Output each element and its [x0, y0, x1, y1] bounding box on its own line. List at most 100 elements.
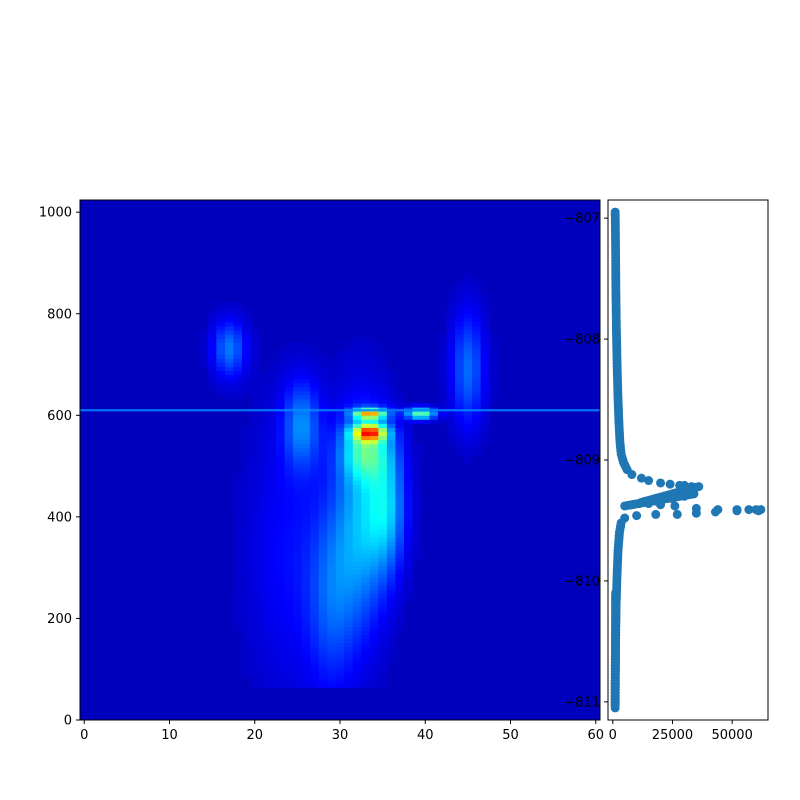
heatmap-cell: [446, 309, 456, 315]
heatmap-cell: [250, 382, 260, 388]
heatmap-cell: [241, 435, 251, 441]
heatmap-cell: [352, 342, 362, 347]
heatmap-cell: [412, 549, 422, 554]
heatmap-cell: [276, 549, 285, 554]
heatmap-cell: [438, 342, 447, 347]
heatmap-cell: [207, 313, 217, 319]
heatmap-cell: [344, 638, 354, 644]
heatmap-cell: [395, 500, 405, 506]
heatmap-cell: [293, 504, 303, 510]
heatmap-cell: [327, 390, 337, 396]
heatmap-cell: [310, 585, 320, 591]
heatmap-cell: [361, 374, 371, 380]
heatmap-cell: [446, 374, 456, 380]
heatmap-cell: [241, 488, 251, 493]
heatmap-cell: [369, 638, 379, 644]
heatmap-cell: [267, 610, 277, 615]
heatmap-cell: [344, 403, 354, 408]
heatmap-cell: [293, 484, 303, 489]
heatmap-cell: [241, 464, 251, 469]
heatmap-cell: [446, 358, 456, 363]
heatmap-cell: [386, 630, 396, 636]
heatmap-cell: [284, 504, 294, 510]
heatmap-cell: [259, 460, 268, 465]
heatmap-cell: [369, 480, 379, 485]
heatmap-cell: [335, 667, 345, 672]
heatmap-cell: [250, 671, 260, 676]
heatmap-cell: [233, 581, 243, 587]
heatmap-cell: [480, 419, 490, 424]
heatmap-cell: [463, 447, 473, 453]
heatmap-cell: [310, 549, 320, 554]
heatmap-cell: [386, 480, 396, 485]
heatmap-cell: [369, 504, 379, 510]
heatmap-cell: [259, 525, 268, 530]
heatmap-cell: [352, 504, 362, 510]
heatmap-cell: [250, 610, 260, 615]
heatmap-cell: [259, 683, 268, 688]
heatmap-cell: [284, 626, 294, 632]
heatmap-cell: [455, 281, 465, 286]
heatmap-cell: [301, 594, 311, 599]
heatmap-cell: [293, 358, 303, 363]
heatmap-cell: [463, 366, 473, 372]
heatmap-cell: [284, 549, 294, 554]
heatmap-cell: [344, 508, 354, 514]
heatmap-cell: [318, 585, 328, 591]
heatmap-cell: [318, 659, 328, 664]
heatmap-cell: [369, 630, 379, 636]
heatmap-cell: [301, 480, 311, 485]
heatmap-cell: [378, 508, 388, 514]
heatmap-cell: [224, 305, 234, 311]
heatmap-cell: [335, 350, 345, 355]
heatmap-cell: [233, 602, 243, 607]
heatmap-cell: [327, 382, 337, 388]
heatmap-cell: [463, 382, 473, 388]
heatmap-cell: [293, 537, 303, 542]
heatmap-cell: [310, 573, 320, 579]
heatmap-cell: [207, 317, 217, 323]
heatmap-cell: [446, 370, 456, 376]
heatmap-cell: [327, 488, 337, 493]
heatmap-cell: [318, 415, 328, 420]
heatmap-cell: [250, 561, 260, 567]
heatmap-cell: [378, 378, 388, 384]
heatmap-cell: [472, 370, 482, 376]
heatmap-cell: [412, 468, 422, 473]
heatmap-cell: [463, 419, 473, 424]
heatmap-cell: [318, 411, 328, 416]
heatmap-cell: [224, 362, 234, 367]
heatmap-cell: [224, 342, 234, 347]
heatmap-x-tick-label: 50: [502, 728, 519, 743]
heatmap-cell: [429, 415, 439, 420]
heatmap-cell: [344, 496, 354, 502]
heatmap-cell: [378, 464, 388, 469]
heatmap-cell: [455, 317, 465, 323]
heatmap-cell: [318, 370, 328, 376]
heatmap-cell: [361, 496, 371, 502]
heatmap-cell: [378, 386, 388, 392]
heatmap-cell: [259, 549, 268, 554]
heatmap-cell: [233, 334, 243, 339]
heatmap-cell: [259, 618, 268, 623]
heatmap-cell: [369, 622, 379, 627]
heatmap-cell: [463, 293, 473, 298]
heatmap-cell: [361, 447, 371, 453]
heatmap-cell: [216, 370, 226, 376]
heatmap-cell: [259, 439, 268, 445]
heatmap-cell: [352, 362, 362, 367]
heatmap-x-tick-label: 20: [246, 728, 263, 743]
heatmap-cell: [310, 655, 320, 660]
heatmap-cell: [267, 561, 277, 567]
heatmap-cell: [378, 439, 388, 445]
heatmap-cell: [267, 504, 277, 510]
heatmap-cell: [369, 557, 379, 562]
heatmap-cell: [395, 598, 405, 603]
heatmap-cell: [378, 415, 388, 420]
heatmap-cell: [293, 399, 303, 404]
heatmap-cell: [276, 537, 285, 542]
heatmap-cell: [259, 630, 268, 636]
heatmap-cell: [318, 655, 328, 660]
heatmap-cell: [335, 464, 345, 469]
heatmap-cell: [276, 476, 285, 481]
